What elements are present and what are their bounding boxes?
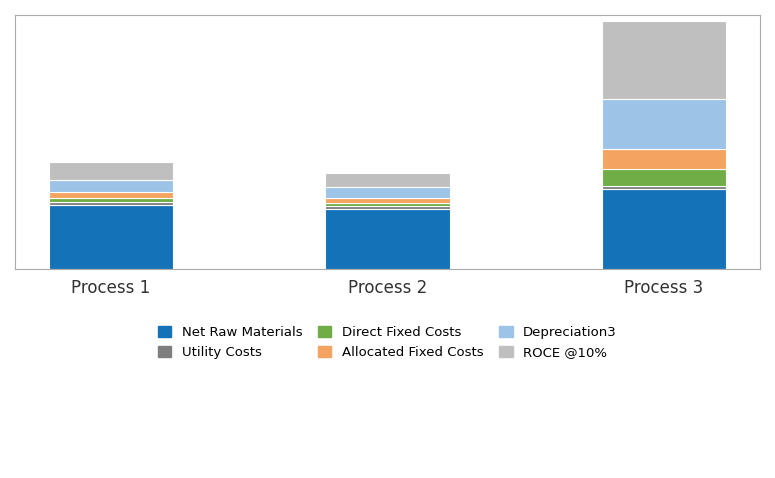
Bar [49, 162, 174, 180]
Bar [601, 21, 726, 99]
Bar [49, 205, 174, 269]
Bar [49, 180, 174, 192]
Bar [601, 149, 726, 169]
Bar [601, 185, 726, 189]
Bar [326, 206, 450, 208]
Bar [326, 198, 450, 203]
Bar [326, 187, 450, 198]
Legend: Net Raw Materials, Utility Costs, Direct Fixed Costs, Allocated Fixed Costs, Dep: Net Raw Materials, Utility Costs, Direct… [158, 326, 617, 359]
Bar [49, 198, 174, 202]
Bar [49, 192, 174, 198]
Bar [326, 208, 450, 269]
Bar [326, 173, 450, 187]
Bar [601, 99, 726, 149]
Bar [49, 202, 174, 205]
Bar [601, 189, 726, 269]
Bar [601, 169, 726, 185]
Bar [326, 203, 450, 206]
